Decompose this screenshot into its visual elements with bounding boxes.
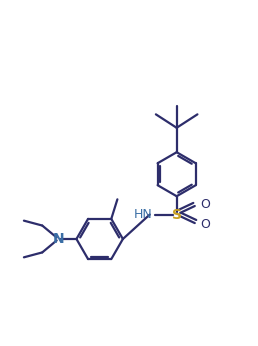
Text: O: O [200,218,210,231]
Text: N: N [52,232,64,246]
Text: HN: HN [133,208,152,221]
Text: O: O [200,198,210,211]
Text: S: S [172,208,182,221]
